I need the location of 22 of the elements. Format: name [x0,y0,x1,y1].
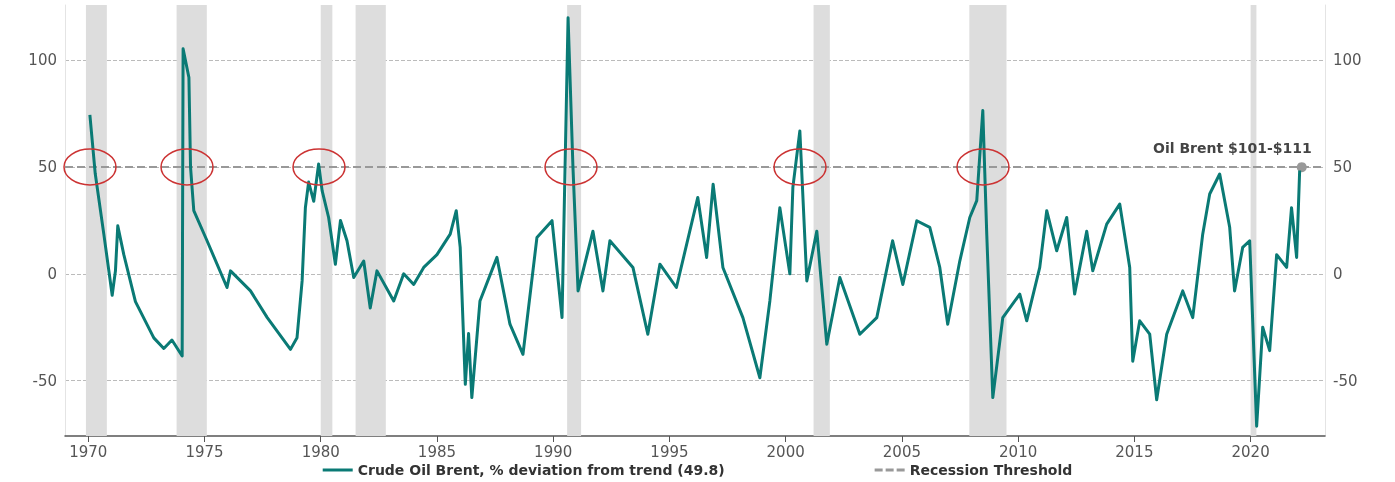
y-tick-label: 0 [47,264,57,283]
legend-label: Crude Oil Brent, % deviation from trend (49.8) [357,462,725,478]
x-tick-label: 1985 [417,442,457,461]
x-tick-label: 1990 [534,442,573,461]
x-tick-label: 2000 [766,442,805,461]
y2-tick-label: -50 [1333,371,1358,390]
x-tick-label: 1975 [185,442,224,461]
annotation: Oil Brent $101-$111 [1153,140,1312,157]
y-tick-label: 50 [37,158,57,177]
x-tick-label: 2015 [1115,442,1154,461]
y2-tick-label: 0 [1333,264,1343,283]
x-tick-label: 1980 [301,442,340,461]
y2-tick-label: 50 [1333,158,1353,177]
x-tick-label: 1995 [650,442,689,461]
x-tick-label: 2010 [999,442,1038,461]
legend-label: Recession Threshold [909,462,1073,478]
x-tick-label: 1970 [69,442,108,461]
x-tick-label: 2005 [882,442,921,461]
y-tick-label: 100 [28,51,57,70]
x-tick-label: 2020 [1231,442,1270,461]
y2-tick-label: 100 [1333,51,1362,70]
y-tick-label: -50 [32,371,57,390]
